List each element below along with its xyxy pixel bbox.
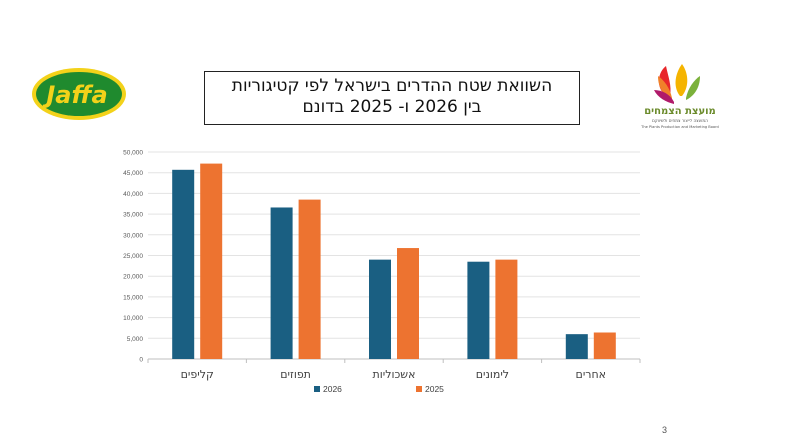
x-tick-label: אשכוליות — [373, 368, 416, 381]
x-tick-label: לימונים — [476, 368, 509, 381]
y-tick-label: 45,000 — [123, 170, 143, 177]
legend-swatch-2025 — [416, 386, 422, 392]
x-tick-label: קליפים — [181, 368, 214, 381]
board-logo-title: מועצת הצמחים — [644, 106, 716, 117]
bar-2026 — [172, 169, 195, 359]
legend-label: 2025 — [425, 384, 444, 394]
bar-2026 — [467, 261, 490, 359]
y-tick-label: 10,000 — [123, 315, 143, 322]
x-tick-label: תפוזים — [280, 368, 311, 381]
bar-2025 — [200, 163, 223, 359]
slide-title-line1: השוואת שטח ההדרים בישראל לפי קטיגוריות — [231, 76, 553, 96]
y-tick-label: 0 — [139, 357, 143, 364]
x-tick-label: אחרים — [576, 368, 607, 381]
y-tick-label: 20,000 — [123, 274, 143, 281]
slide-title-box: השוואת שטח ההדרים בישראל לפי קטיגוריות ב… — [204, 71, 580, 125]
y-tick-label: 35,000 — [123, 212, 143, 219]
y-tick-label: 40,000 — [123, 191, 143, 198]
bar-2026 — [565, 334, 588, 359]
legend-label: 2026 — [323, 384, 342, 394]
bar-2026 — [369, 259, 391, 359]
board-logo-subtitle-he: המועצה לייצור צמחים ולשיווקם — [652, 118, 708, 123]
y-tick-label: 15,000 — [123, 294, 143, 301]
y-tick-label: 5,000 — [127, 336, 144, 343]
bar-2025 — [495, 259, 518, 359]
plants-board-logo: מועצת הצמחים המועצה לייצור צמחים ולשיווק… — [640, 64, 719, 129]
bar-2025 — [593, 332, 616, 359]
page-number: 3 — [662, 425, 668, 435]
y-tick-label: 30,000 — [123, 232, 143, 239]
jaffa-logo: Jaffa — [32, 68, 126, 120]
bar-2025 — [397, 248, 419, 359]
slide-title-line2: בין 2026 ו- 2025 בדונם — [302, 97, 482, 117]
jaffa-logo-text: Jaffa — [42, 81, 107, 109]
legend-swatch-2026 — [314, 386, 320, 392]
bar-2025 — [298, 199, 321, 359]
board-logo-subtitle-en: The Plants Production and Marketing Boar… — [640, 125, 719, 129]
y-tick-label: 50,000 — [123, 150, 143, 157]
bar-2026 — [270, 207, 293, 359]
y-tick-label: 25,000 — [123, 253, 143, 260]
